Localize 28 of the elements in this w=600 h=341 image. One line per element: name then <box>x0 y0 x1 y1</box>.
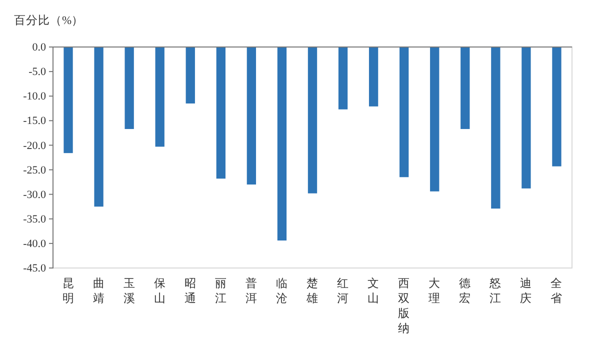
y-tick-label: -25.0 <box>23 164 46 176</box>
x-tick-label: 曲靖 <box>92 277 105 305</box>
x-tick-label: 大理 <box>428 277 441 305</box>
x-tick-label: 迪庆 <box>520 277 532 305</box>
x-tick-label: 怒江 <box>488 277 502 305</box>
x-tick-label: 德宏 <box>459 277 472 305</box>
x-tick-label: 丽江 <box>214 277 227 305</box>
y-tick-label: -10.0 <box>23 90 46 103</box>
x-tick-label: 普洱 <box>245 276 258 305</box>
x-tick-label: 玉溪 <box>123 277 136 305</box>
x-tick-label: 昭通 <box>184 277 196 305</box>
x-tick-label: 全省 <box>550 277 563 305</box>
x-tick-label: 昆明 <box>62 277 74 305</box>
y-tick-label: -5.0 <box>28 66 46 78</box>
y-axis-title: 百分比（%） <box>14 14 84 27</box>
y-tick-label: -20.0 <box>23 140 46 152</box>
x-tick-label: 文山 <box>368 276 380 305</box>
x-tick-label: 西双版纳 <box>398 277 410 335</box>
y-tick-label: -45.0 <box>23 262 46 275</box>
y-tick-label: -40.0 <box>23 238 46 250</box>
y-tick-label: 0.0 <box>32 42 46 54</box>
x-tick-label: 红河 <box>337 277 350 305</box>
x-tick-label: 楚雄 <box>306 277 318 305</box>
y-tick-label: -15.0 <box>23 115 46 128</box>
x-tick-label: 临沧 <box>276 277 288 305</box>
x-tick-label: 保山 <box>154 277 166 305</box>
y-tick-label: -35.0 <box>23 213 46 226</box>
y-tick-label: -30.0 <box>23 188 46 201</box>
